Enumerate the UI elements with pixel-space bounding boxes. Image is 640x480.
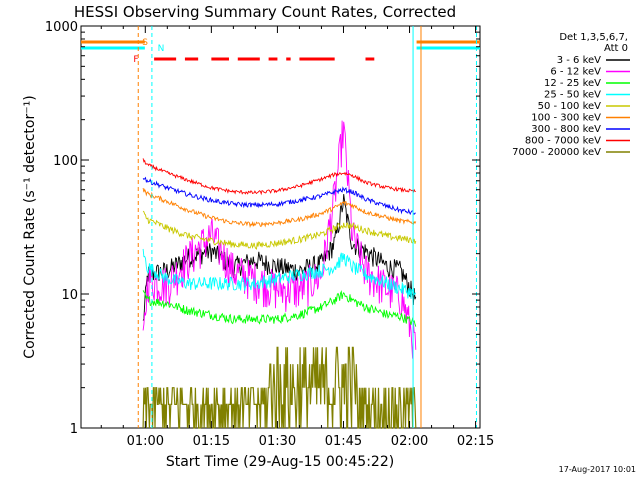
- legend-item-label: 800 - 7000 keV: [525, 136, 601, 147]
- legend-item-label: 6 - 12 keV: [550, 67, 601, 78]
- legend-header-line: Att 0: [604, 43, 628, 54]
- series-line: [142, 289, 417, 327]
- legend-item-label: 12 - 25 keV: [544, 78, 601, 89]
- marker-label-n: N: [158, 44, 165, 54]
- marker-label-s: S: [142, 38, 148, 48]
- plot-frame: [80, 25, 481, 429]
- series-line: [142, 346, 417, 429]
- series-7: [142, 158, 417, 196]
- y-tick-label: 1: [70, 422, 78, 437]
- series-line: [142, 210, 417, 250]
- series-line: [142, 176, 416, 216]
- x-tick-label: 02:00: [391, 434, 428, 449]
- y-axis-label: Corrected Count Rate (s⁻¹ detector⁻¹): [22, 95, 38, 358]
- series-5: [142, 187, 417, 229]
- x-tick-label: 01:45: [325, 434, 362, 449]
- series-line: [142, 248, 417, 300]
- series-3: [142, 248, 417, 300]
- footer-timestamp: 17-Aug-2017 10:01: [559, 465, 636, 474]
- x-tick-label: 01:15: [193, 434, 230, 449]
- legend-item-label: 25 - 50 keV: [544, 90, 601, 101]
- series-6: [142, 176, 417, 216]
- series-8: [142, 346, 417, 429]
- legend-item-label: 300 - 800 keV: [531, 124, 601, 135]
- x-tick-label: 01:00: [127, 434, 164, 449]
- marker-label-f: F: [133, 55, 138, 65]
- x-tick-label: 02:15: [457, 434, 494, 449]
- series-line: [142, 158, 416, 196]
- series-group: [142, 120, 417, 429]
- x-axis-label: Start Time (29-Aug-15 00:45:22): [166, 454, 394, 470]
- legend-item-label: 50 - 100 keV: [538, 101, 602, 112]
- y-tick-label: 10: [61, 288, 78, 303]
- x-tick-label: 01:30: [259, 434, 296, 449]
- legend-item-label: 3 - 6 keV: [557, 55, 601, 66]
- series-line: [142, 187, 417, 229]
- chart-title: HESSI Observing Summary Count Rates, Cor…: [74, 3, 456, 21]
- series-4: [142, 210, 417, 250]
- y-tick-label: 100: [53, 154, 78, 169]
- y-tick-label: 1000: [45, 20, 78, 35]
- axes-group: 01:00 01:15 01:30 01:45 02:00 02:15 1 10 100 1000: [45, 20, 494, 449]
- legend-item-label: 7000 - 20000 keV: [512, 147, 601, 158]
- series-2: [142, 289, 417, 327]
- legend-header-line: Det 1,3,5,6,7,: [559, 32, 628, 43]
- legend-item-label: 100 - 300 keV: [531, 113, 601, 124]
- overlay-group: SN F: [81, 26, 480, 428]
